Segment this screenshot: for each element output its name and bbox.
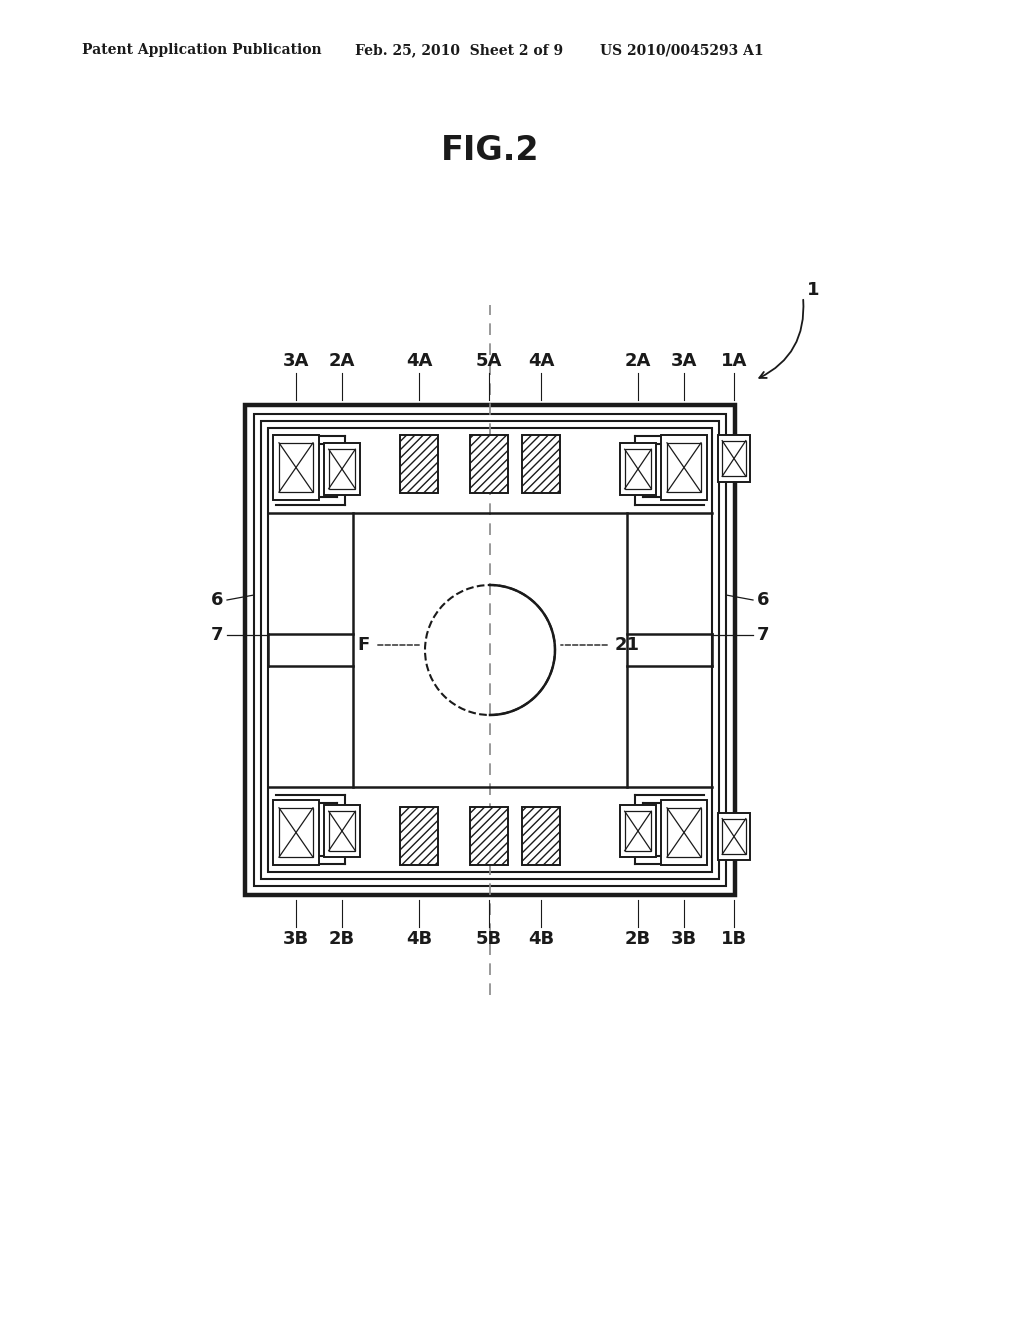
Bar	[268, 428, 712, 873]
Bar	[279, 808, 313, 857]
Bar	[329, 812, 355, 851]
Bar	[324, 444, 360, 495]
Text: 7: 7	[211, 626, 223, 644]
Bar	[245, 405, 735, 895]
Text: 5B: 5B	[476, 931, 502, 948]
Text: FIG.2: FIG.2	[440, 133, 540, 166]
Bar	[324, 805, 360, 857]
Text: 7: 7	[757, 626, 769, 644]
Text: 1B: 1B	[721, 931, 748, 948]
Bar	[718, 813, 750, 861]
Bar	[273, 800, 319, 865]
Text: Feb. 25, 2010  Sheet 2 of 9: Feb. 25, 2010 Sheet 2 of 9	[355, 44, 563, 57]
Bar	[620, 444, 656, 495]
Bar	[625, 449, 651, 488]
Bar	[329, 449, 355, 488]
Text: 2A: 2A	[329, 352, 355, 370]
Text: 4A: 4A	[527, 352, 554, 370]
Bar	[667, 808, 701, 857]
Bar	[470, 807, 508, 865]
Text: Patent Application Publication: Patent Application Publication	[82, 44, 322, 57]
Bar	[667, 442, 701, 492]
Text: 4B: 4B	[528, 931, 554, 948]
Bar	[722, 818, 745, 854]
Text: 3A: 3A	[283, 352, 309, 370]
Bar	[254, 414, 726, 886]
Bar	[662, 800, 707, 865]
Bar	[261, 421, 719, 879]
Text: 2A: 2A	[625, 352, 651, 370]
Text: 1A: 1A	[721, 352, 748, 370]
Text: 3A: 3A	[671, 352, 697, 370]
Bar	[722, 441, 745, 477]
Text: 21: 21	[615, 636, 640, 653]
Bar	[279, 442, 313, 492]
Text: 2B: 2B	[625, 931, 651, 948]
Text: 5A: 5A	[476, 352, 502, 370]
Bar	[718, 436, 750, 482]
Bar	[522, 436, 560, 492]
Text: 4A: 4A	[406, 352, 432, 370]
Text: 3B: 3B	[283, 931, 309, 948]
Text: F: F	[357, 636, 370, 653]
Text: 2B: 2B	[329, 931, 355, 948]
Text: 1: 1	[807, 281, 819, 300]
Bar	[400, 807, 438, 865]
Bar	[522, 807, 560, 865]
Bar	[620, 805, 656, 857]
Bar	[273, 436, 319, 500]
Bar	[400, 436, 438, 492]
Bar	[662, 436, 707, 500]
Text: 4B: 4B	[406, 931, 432, 948]
Bar	[470, 436, 508, 492]
Text: 6: 6	[211, 591, 223, 609]
Text: 3B: 3B	[671, 931, 697, 948]
Text: US 2010/0045293 A1: US 2010/0045293 A1	[600, 44, 764, 57]
Text: 6: 6	[757, 591, 769, 609]
Bar	[625, 812, 651, 851]
